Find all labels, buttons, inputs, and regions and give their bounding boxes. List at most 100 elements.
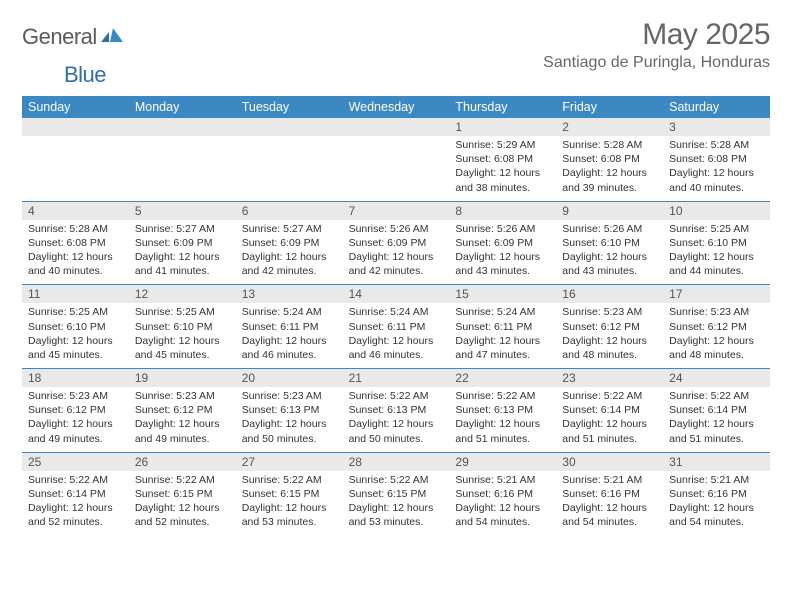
day-line: Sunrise: 5:22 AM [135,473,230,487]
day-line: Sunset: 6:09 PM [455,236,550,250]
day-line: Sunrise: 5:24 AM [349,305,444,319]
day-line: Daylight: 12 hours [28,250,123,264]
day-cell: Sunrise: 5:23 AMSunset: 6:12 PMDaylight:… [663,303,770,368]
day-line: Sunset: 6:08 PM [669,152,764,166]
day-line: Daylight: 12 hours [455,417,550,431]
day-cell: Sunrise: 5:26 AMSunset: 6:10 PMDaylight:… [556,220,663,285]
day-header: Friday [556,96,663,118]
day-line: Daylight: 12 hours [28,417,123,431]
day-line: Sunrise: 5:26 AM [562,222,657,236]
day-line: Sunrise: 5:22 AM [28,473,123,487]
day-cell: Sunrise: 5:23 AMSunset: 6:12 PMDaylight:… [22,387,129,452]
daynum-row: 18192021222324 [22,368,770,387]
daynum-row: 45678910 [22,201,770,220]
day-number: 23 [556,369,663,387]
daynum-row: 11121314151617 [22,284,770,303]
day-number: 21 [343,369,450,387]
day-number [129,118,236,136]
day-line: Sunset: 6:13 PM [349,403,444,417]
day-line: Daylight: 12 hours [455,501,550,515]
day-line: Sunrise: 5:21 AM [562,473,657,487]
day-line: and 49 minutes. [135,432,230,446]
day-line: Daylight: 12 hours [669,250,764,264]
day-number: 20 [236,369,343,387]
day-line: Sunset: 6:12 PM [562,320,657,334]
day-line: Sunset: 6:15 PM [349,487,444,501]
day-line: Sunset: 6:11 PM [242,320,337,334]
day-line: Daylight: 12 hours [455,334,550,348]
day-number [343,118,450,136]
title-block: May 2025 Santiago de Puringla, Honduras [543,18,770,72]
day-line: Sunrise: 5:29 AM [455,138,550,152]
day-number: 16 [556,285,663,303]
week-row: Sunrise: 5:29 AMSunset: 6:08 PMDaylight:… [22,136,770,201]
day-number: 11 [22,285,129,303]
header: General May 2025 Santiago de Puringla, H… [22,18,770,72]
day-line: and 46 minutes. [242,348,337,362]
day-line: and 49 minutes. [28,432,123,446]
day-number: 28 [343,453,450,471]
week-row: Sunrise: 5:28 AMSunset: 6:08 PMDaylight:… [22,220,770,285]
week-row: Sunrise: 5:25 AMSunset: 6:10 PMDaylight:… [22,303,770,368]
day-line: Sunrise: 5:22 AM [669,389,764,403]
day-line: Daylight: 12 hours [242,334,337,348]
day-line: Sunset: 6:11 PM [455,320,550,334]
day-line: and 51 minutes. [455,432,550,446]
day-line: Sunrise: 5:28 AM [562,138,657,152]
day-cell: Sunrise: 5:22 AMSunset: 6:14 PMDaylight:… [556,387,663,452]
day-line: Daylight: 12 hours [242,417,337,431]
day-line: Sunset: 6:14 PM [28,487,123,501]
day-line: Daylight: 12 hours [562,166,657,180]
day-line: Sunset: 6:16 PM [455,487,550,501]
day-number: 19 [129,369,236,387]
day-line: Sunset: 6:10 PM [135,320,230,334]
day-line: Sunrise: 5:21 AM [669,473,764,487]
day-cell: Sunrise: 5:22 AMSunset: 6:14 PMDaylight:… [22,471,129,536]
day-number: 6 [236,202,343,220]
day-line: Sunrise: 5:23 AM [28,389,123,403]
day-line: Sunrise: 5:27 AM [135,222,230,236]
day-cell: Sunrise: 5:27 AMSunset: 6:09 PMDaylight:… [129,220,236,285]
day-cell: Sunrise: 5:22 AMSunset: 6:15 PMDaylight:… [343,471,450,536]
day-header: Tuesday [236,96,343,118]
day-line: and 51 minutes. [562,432,657,446]
day-cell: Sunrise: 5:23 AMSunset: 6:13 PMDaylight:… [236,387,343,452]
day-cell: Sunrise: 5:25 AMSunset: 6:10 PMDaylight:… [663,220,770,285]
day-line: Daylight: 12 hours [669,166,764,180]
day-line: Sunrise: 5:22 AM [455,389,550,403]
day-line: and 54 minutes. [669,515,764,529]
day-cell: Sunrise: 5:22 AMSunset: 6:13 PMDaylight:… [343,387,450,452]
day-number: 13 [236,285,343,303]
day-line: and 43 minutes. [455,264,550,278]
day-line: Sunrise: 5:23 AM [242,389,337,403]
day-line: and 46 minutes. [349,348,444,362]
day-line: Sunset: 6:14 PM [562,403,657,417]
day-number: 15 [449,285,556,303]
day-line: Daylight: 12 hours [455,250,550,264]
day-cell [22,136,129,201]
day-line: Sunrise: 5:22 AM [349,473,444,487]
day-cell: Sunrise: 5:26 AMSunset: 6:09 PMDaylight:… [343,220,450,285]
day-line: Sunrise: 5:26 AM [349,222,444,236]
day-line: Daylight: 12 hours [242,250,337,264]
day-line: Sunrise: 5:25 AM [28,305,123,319]
week-row: Sunrise: 5:23 AMSunset: 6:12 PMDaylight:… [22,387,770,452]
day-number: 30 [556,453,663,471]
day-line: Sunrise: 5:25 AM [135,305,230,319]
day-line: and 50 minutes. [349,432,444,446]
day-header-row: Sunday Monday Tuesday Wednesday Thursday… [22,96,770,118]
day-number: 14 [343,285,450,303]
day-number: 9 [556,202,663,220]
day-cell: Sunrise: 5:21 AMSunset: 6:16 PMDaylight:… [663,471,770,536]
day-line: Daylight: 12 hours [562,501,657,515]
day-line: Sunset: 6:13 PM [242,403,337,417]
day-line: and 52 minutes. [135,515,230,529]
day-line: Daylight: 12 hours [562,250,657,264]
day-line: Sunrise: 5:26 AM [455,222,550,236]
day-header: Monday [129,96,236,118]
day-number: 24 [663,369,770,387]
day-line: and 52 minutes. [28,515,123,529]
day-line: and 54 minutes. [562,515,657,529]
day-cell: Sunrise: 5:24 AMSunset: 6:11 PMDaylight:… [449,303,556,368]
day-line: Daylight: 12 hours [135,250,230,264]
